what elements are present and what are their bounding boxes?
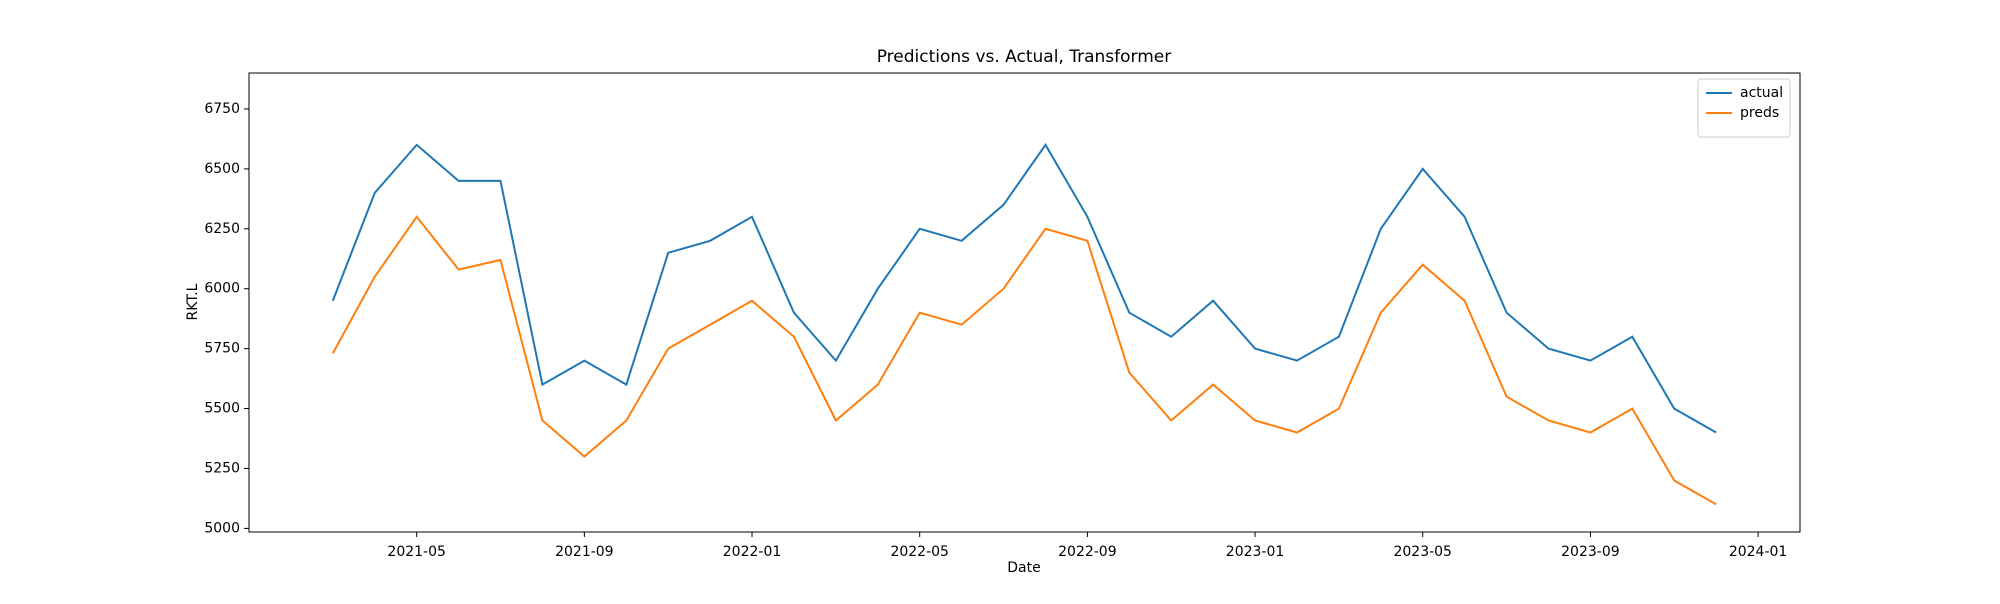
x-tick-label: 2023-05 xyxy=(1393,544,1452,560)
y-tick-label: 6750 xyxy=(204,101,240,117)
x-tick-label: 2022-05 xyxy=(890,544,949,560)
x-tick-label: 2021-05 xyxy=(387,544,446,560)
x-axis-label: Date xyxy=(1007,560,1040,576)
line-series xyxy=(331,143,1717,434)
y-tick-label: 6500 xyxy=(204,161,240,177)
y-tick-label: 6000 xyxy=(204,281,240,297)
legend-label: actual xyxy=(1740,85,1783,101)
line-series xyxy=(331,215,1717,506)
x-tick-label: 2022-01 xyxy=(723,544,782,560)
x-tick-label: 2024-01 xyxy=(1729,544,1788,560)
y-tick-label: 5750 xyxy=(204,341,240,357)
legend-label: preds xyxy=(1740,105,1779,121)
x-tick-label: 2021-09 xyxy=(555,544,614,560)
x-tick-label: 2022-09 xyxy=(1058,544,1117,560)
y-tick-label: 5500 xyxy=(204,401,240,417)
y-tick-label: 6250 xyxy=(204,221,240,237)
y-tick-label: 5250 xyxy=(204,460,240,476)
plot-frame xyxy=(248,72,1801,533)
chart-title: Predictions vs. Actual, Transformer xyxy=(877,47,1172,67)
y-tick-label: 5000 xyxy=(204,520,240,536)
x-tick-label: 2023-09 xyxy=(1561,544,1620,560)
y-axis-label: RKT.L xyxy=(185,283,201,320)
x-tick-label: 2023-01 xyxy=(1226,544,1285,560)
